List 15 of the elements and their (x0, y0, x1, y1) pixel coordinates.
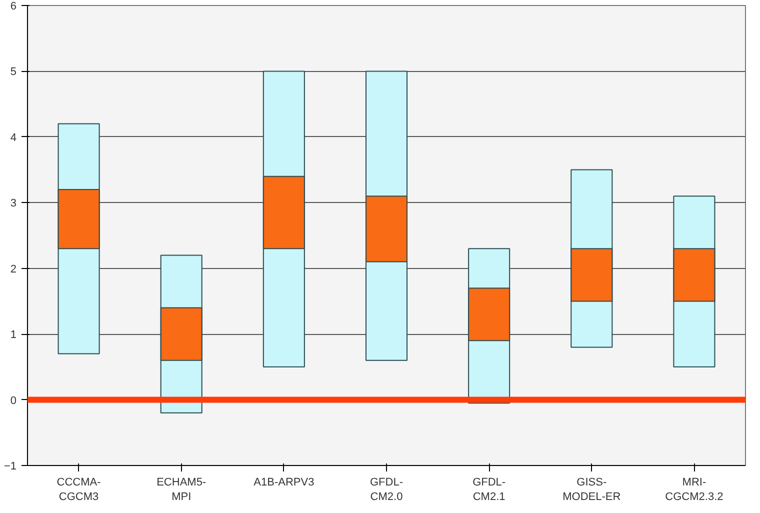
y-tick-label: 3 (10, 198, 17, 210)
y-tick-label: 0 (10, 394, 17, 407)
x-tick-label: GFDL-CM2.0 (370, 476, 404, 503)
y-tick-label: 2 (10, 263, 17, 276)
x-tick-label: CCCMA-CGCM3 (56, 476, 102, 503)
x-tick-label: A1B-ARPV3 (254, 476, 314, 488)
y-tick-label: 4 (10, 132, 17, 144)
x-tick-label: GFDL-CM2.1 (472, 476, 506, 503)
x-tick-label: ECHAM5-MPI (156, 476, 206, 503)
y-tick-label: 6 (10, 0, 17, 12)
x-tick-label: MRI-CGCM2.3.2 (665, 476, 724, 503)
y-tick-label: 1 (10, 329, 17, 342)
y-tick-label: −1 (4, 460, 17, 472)
x-tick-label: GISS-MODEL-ER (562, 476, 621, 503)
y-tick-label: 5 (10, 66, 17, 78)
